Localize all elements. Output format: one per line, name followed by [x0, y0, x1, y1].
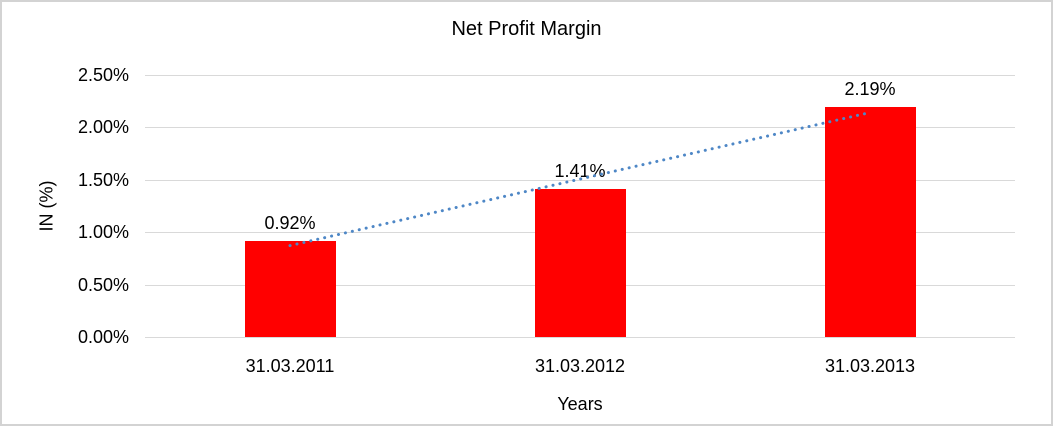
- x-axis-tick-label: 31.03.2013: [824, 356, 916, 376]
- y-axis-tick-label: 1.00%: [77, 222, 129, 242]
- gridline: [145, 75, 1015, 76]
- y-axis-tick-label: 2.00%: [77, 117, 129, 137]
- bar: [825, 107, 916, 337]
- chart-title: Net Profit Margin: [451, 18, 602, 40]
- x-axis-tick-label: 31.03.2012: [534, 356, 626, 376]
- bar-value-label: 2.19%: [844, 79, 896, 99]
- y-axis-tick-label: 2.50%: [77, 65, 129, 85]
- y-axis-tick-label: 0.00%: [77, 327, 129, 347]
- bar: [535, 189, 626, 337]
- bar: [245, 241, 336, 337]
- bar-value-label: 1.41%: [554, 161, 606, 181]
- y-axis-tick-label: 0.50%: [77, 275, 129, 295]
- x-axis-title: Years: [557, 394, 603, 414]
- bar-value-label: 0.92%: [264, 213, 316, 233]
- x-axis-tick-label: 31.03.2011: [245, 356, 335, 376]
- gridline: [145, 337, 1015, 338]
- y-axis-tick-label: 1.50%: [77, 170, 129, 190]
